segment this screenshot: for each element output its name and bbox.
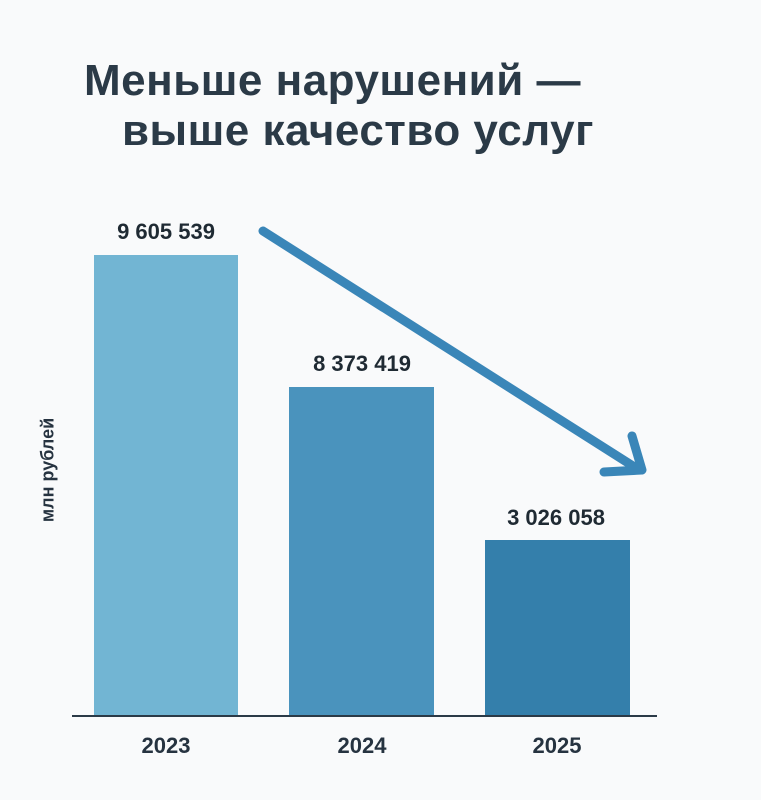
value-label-2025: 3 026 058 xyxy=(507,505,605,530)
chart-title-line1: Меньше нарушений — xyxy=(84,56,581,105)
value-label-2023: 9 605 539 xyxy=(117,219,215,244)
x-tick-2024: 2024 xyxy=(337,733,387,758)
x-tick-2023: 2023 xyxy=(141,733,191,758)
bar-2025 xyxy=(485,540,630,716)
x-axis-line xyxy=(72,715,657,717)
value-label-2024: 8 373 419 xyxy=(313,351,411,376)
x-tick-2025: 2025 xyxy=(532,733,582,758)
bar-2023 xyxy=(94,255,238,716)
bar-2024 xyxy=(289,387,434,716)
chart-title-line2: выше качество услуг xyxy=(122,106,594,155)
